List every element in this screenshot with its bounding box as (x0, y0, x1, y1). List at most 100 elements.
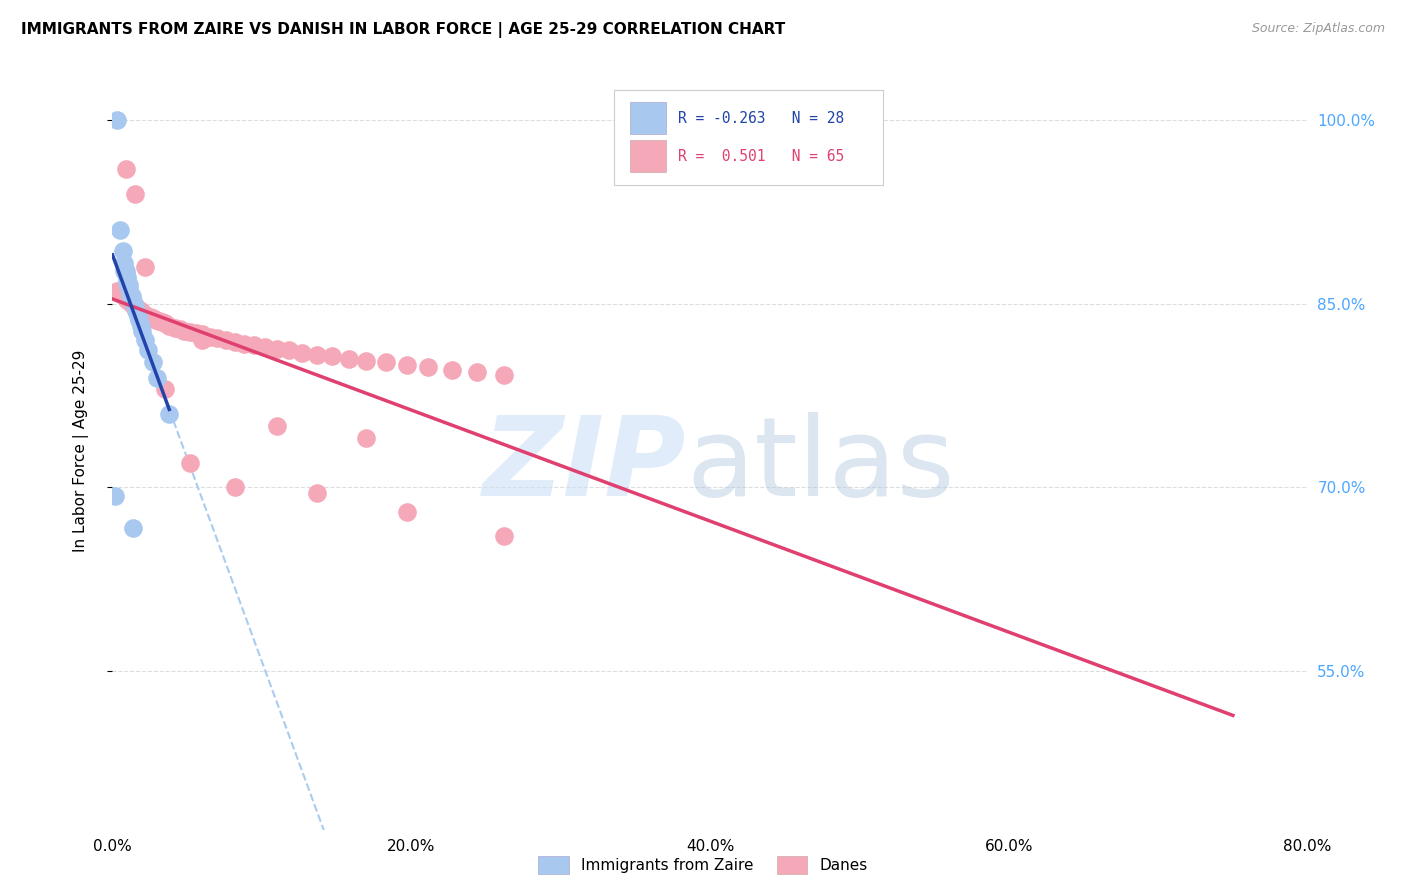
Point (115, 263, 138, 277)
Point (395, 358, 418, 372)
Point (117, 293, 139, 307)
Point (138, 343, 160, 358)
Point (117, 291, 139, 305)
Point (139, 310, 162, 325)
Point (115, 291, 138, 305)
Point (110, 287, 132, 301)
Legend: Immigrants from Zaire, Danes: Immigrants from Zaire, Danes (533, 850, 873, 880)
Point (153, 382, 176, 396)
Y-axis label: In Labor Force | Age 25-29: In Labor Force | Age 25-29 (73, 350, 89, 551)
Point (224, 334, 246, 349)
Point (105, 285, 128, 299)
Text: Source: ZipAtlas.com: Source: ZipAtlas.com (1251, 22, 1385, 36)
Point (291, 345, 314, 359)
Point (124, 299, 146, 313)
Point (157, 407, 180, 421)
Point (416, 360, 439, 375)
Point (120, 295, 142, 310)
Point (131, 305, 153, 319)
Point (243, 338, 266, 352)
Point (117, 272, 139, 286)
Point (122, 298, 145, 312)
Point (124, 186, 146, 201)
Point (215, 334, 238, 348)
Point (118, 294, 141, 309)
Point (277, 343, 299, 358)
Point (128, 302, 150, 317)
Point (131, 324, 153, 338)
Point (150, 315, 173, 329)
Bar (630, 103, 666, 135)
Point (395, 505, 418, 519)
Point (165, 321, 187, 335)
FancyBboxPatch shape (614, 90, 883, 186)
Point (117, 269, 139, 284)
Point (179, 456, 201, 470)
Point (440, 363, 463, 377)
Point (224, 480, 246, 494)
Point (307, 348, 329, 362)
Point (115, 162, 138, 177)
Point (125, 304, 148, 318)
Text: ZIP: ZIP (482, 412, 686, 519)
Text: R =  0.501   N = 65: R = 0.501 N = 65 (678, 149, 844, 164)
Text: atlas: atlas (686, 412, 955, 519)
Point (124, 299, 146, 313)
Point (465, 365, 488, 379)
Point (186, 326, 208, 340)
Point (253, 339, 276, 353)
Point (121, 289, 143, 303)
Point (191, 334, 214, 348)
Point (148, 314, 170, 328)
Point (104, 489, 127, 503)
Point (157, 318, 180, 333)
Point (114, 256, 135, 270)
Point (122, 520, 145, 534)
Point (142, 311, 165, 326)
Point (173, 324, 195, 338)
Bar (630, 140, 666, 172)
Point (129, 304, 152, 318)
Point (198, 330, 221, 344)
Point (179, 325, 201, 339)
Point (120, 287, 142, 301)
Point (121, 296, 143, 310)
Point (374, 355, 396, 369)
Point (492, 368, 515, 382)
Point (134, 260, 156, 274)
Point (153, 316, 176, 330)
Point (266, 342, 288, 356)
Point (266, 419, 288, 434)
Point (307, 486, 329, 500)
Point (169, 322, 191, 336)
Text: R = -0.263   N = 28: R = -0.263 N = 28 (678, 111, 844, 126)
Point (118, 278, 141, 293)
Point (105, 113, 128, 128)
Point (127, 301, 149, 316)
Point (114, 289, 135, 303)
Point (128, 312, 150, 326)
Point (356, 354, 378, 368)
Point (356, 431, 378, 445)
Point (145, 312, 167, 326)
Point (125, 301, 148, 315)
Point (129, 318, 152, 333)
Point (492, 529, 515, 543)
Point (134, 334, 156, 348)
Point (135, 309, 157, 323)
Point (127, 309, 149, 323)
Point (233, 337, 256, 351)
Point (205, 331, 228, 345)
Point (142, 355, 165, 369)
Point (118, 281, 141, 295)
Point (146, 371, 169, 385)
Point (191, 327, 214, 342)
Point (111, 244, 134, 259)
Point (337, 351, 360, 366)
Point (321, 349, 343, 363)
Point (114, 263, 135, 277)
Text: IMMIGRANTS FROM ZAIRE VS DANISH IN LABOR FORCE | AGE 25-29 CORRELATION CHART: IMMIGRANTS FROM ZAIRE VS DANISH IN LABOR… (21, 22, 786, 38)
Point (108, 285, 131, 299)
Point (134, 308, 156, 322)
Point (121, 293, 143, 307)
